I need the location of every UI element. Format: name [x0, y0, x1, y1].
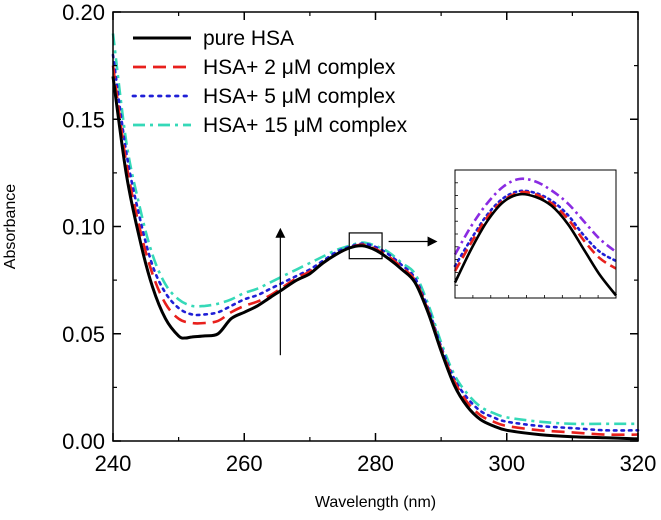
y-tick-label: 0.00 — [62, 429, 105, 454]
inset-series-line-1 — [453, 190, 617, 272]
x-tick-label: 260 — [226, 451, 263, 476]
inset-plot — [453, 169, 618, 299]
annotations — [275, 227, 438, 356]
inset-series-line-0 — [453, 192, 618, 297]
series-line-2 — [111, 53, 640, 432]
legend-label-0: pure HSA — [203, 27, 294, 50]
series-line-3 — [111, 33, 638, 426]
legend-label-1: HSA+ 2 μM complex — [203, 56, 396, 79]
x-tick-label: 300 — [488, 451, 525, 476]
y-tick-label: 0.20 — [62, 0, 105, 25]
inset-background — [455, 170, 616, 298]
y-tick-label: 0.10 — [62, 215, 105, 240]
y-tick-label: 0.05 — [62, 322, 105, 347]
series-line-0 — [111, 76, 639, 441]
legend-label-3: HSA+ 15 μM complex — [203, 114, 408, 137]
legend-label-2: HSA+ 5 μM complex — [203, 85, 396, 108]
y-axis-label: Absorbance — [2, 184, 19, 269]
x-tick-label: 280 — [357, 451, 394, 476]
x-axis-label: Wavelength (nm) — [315, 494, 436, 511]
x-tick-label: 320 — [620, 451, 657, 476]
legend: pure HSA HSA+ 2 μM complex HSA+ 5 μM compl… — [131, 27, 408, 137]
zoom-region-box — [348, 232, 383, 260]
inset-series-line-3 — [453, 177, 617, 256]
x-tick-label: 240 — [95, 451, 132, 476]
y-tick-label: 0.15 — [62, 107, 105, 132]
plot-lines — [111, 33, 640, 441]
axis-ticks: 240 260 280 300 320 0.00 0.05 0.10 0.15 0.20 — [62, 0, 656, 476]
